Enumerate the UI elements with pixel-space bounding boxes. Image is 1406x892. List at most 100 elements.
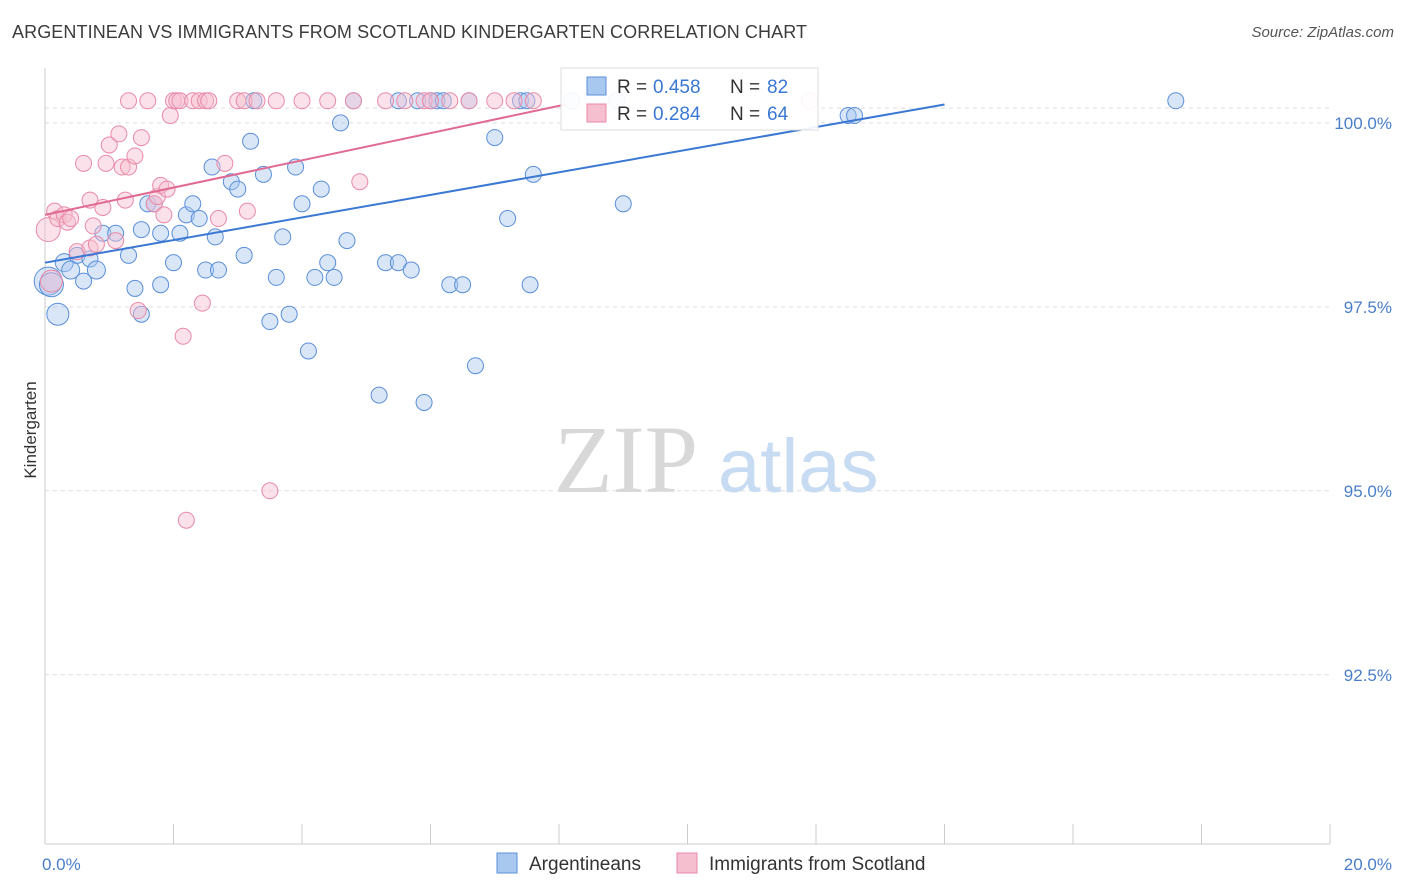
legend-scotland-swatch xyxy=(676,852,698,874)
argentineans-point xyxy=(280,305,298,323)
watermark-atlas: atlas xyxy=(718,424,879,509)
r-value: 0.458 xyxy=(653,77,701,98)
scotland-swatch xyxy=(586,103,607,123)
argentineans-point xyxy=(197,261,215,279)
scotland-point xyxy=(174,327,192,345)
scotland-point xyxy=(415,92,433,110)
scotland-point xyxy=(155,206,173,224)
scotland-point xyxy=(39,269,63,293)
scotland-point xyxy=(110,125,128,143)
scotland-point xyxy=(319,92,337,110)
argentineans-point xyxy=(190,210,208,228)
argentineans-point xyxy=(152,224,170,242)
scotland-point xyxy=(293,92,311,110)
argentineans-point xyxy=(86,260,106,280)
argentineans-point xyxy=(107,224,125,242)
scotland-point xyxy=(129,302,147,320)
scotland-point xyxy=(120,158,138,176)
tick-labels: 100.0% 97.5% 95.0% 92.5% 0.0% 20.0% xyxy=(42,114,1392,874)
scotland-point xyxy=(235,92,253,110)
argentineans-point xyxy=(242,132,260,150)
argentineans-point xyxy=(299,342,317,360)
argentineans-point xyxy=(389,92,407,110)
scotland-point xyxy=(116,191,134,209)
scotland-point xyxy=(62,210,80,228)
n-value: 82 xyxy=(767,77,788,98)
argentineans-point xyxy=(165,254,182,272)
scotland-trend-line xyxy=(44,103,566,216)
scotland-point xyxy=(248,92,266,110)
scotland-point xyxy=(132,129,150,147)
argentineans-point xyxy=(428,92,446,110)
scotland-point xyxy=(35,217,61,243)
watermark-zip: ZIP xyxy=(554,406,698,513)
argentineans-point xyxy=(319,254,337,272)
trend-lines xyxy=(44,103,945,264)
n-label: N = xyxy=(730,104,760,125)
argentineans-point xyxy=(338,232,356,250)
scotland-point xyxy=(396,92,414,110)
argentineans-point xyxy=(839,107,857,125)
y-tick-label: 92.5% xyxy=(1344,666,1392,685)
legend-argentineans-label: Argentineans xyxy=(529,854,641,875)
argentineans-point xyxy=(454,276,472,294)
argentineans-point xyxy=(152,276,170,294)
scotland-point xyxy=(460,92,478,110)
argentineans-point xyxy=(235,246,253,264)
scotland-point xyxy=(177,511,195,529)
scotland-point xyxy=(261,482,279,500)
argentineans-point xyxy=(306,268,324,286)
y-tick-label: 97.5% xyxy=(1344,298,1392,317)
data-points xyxy=(33,92,1185,529)
argentineans-point xyxy=(377,254,395,272)
scotland-point xyxy=(216,154,234,172)
scotland-point xyxy=(113,158,131,176)
n-value: 64 xyxy=(767,104,789,125)
scotland-point xyxy=(229,92,247,110)
argentineans-point xyxy=(409,92,427,110)
r-value: 0.284 xyxy=(653,104,701,125)
scotland-point xyxy=(75,154,93,172)
chart-title: ARGENTINEAN VS IMMIGRANTS FROM SCOTLAND … xyxy=(12,22,808,42)
r-label: R = xyxy=(617,77,647,98)
scotland-point xyxy=(267,92,285,110)
scotland-point xyxy=(107,232,125,250)
scotland-point xyxy=(351,173,369,191)
scotland-point xyxy=(486,92,504,110)
argentineans-point xyxy=(261,313,279,331)
argentineans-point xyxy=(203,158,221,176)
stats-legend: R = 0.458 N = 82 R = 0.284 N = 64 xyxy=(560,67,819,131)
scotland-point xyxy=(505,92,523,110)
argentineans-point xyxy=(209,261,227,279)
y-tick-label: 95.0% xyxy=(1344,482,1392,501)
argentineans-point xyxy=(415,393,433,411)
scotland-point xyxy=(139,92,157,110)
argentineans-point xyxy=(229,180,247,198)
series-legend: Argentineans Immigrants from Scotland xyxy=(496,852,925,875)
argentineans-point xyxy=(441,276,459,294)
argentineans-point xyxy=(370,386,388,404)
scotland-point xyxy=(171,92,189,110)
argentineans-point xyxy=(75,272,93,290)
scotland-point xyxy=(200,92,218,110)
argentineans-point xyxy=(518,92,536,110)
argentineans-point xyxy=(511,92,529,110)
scotland-point xyxy=(524,92,542,110)
argentineans-point xyxy=(46,302,70,326)
legend-scotland-label: Immigrants from Scotland xyxy=(709,854,925,875)
scotland-point xyxy=(97,154,115,172)
argentineans-point xyxy=(614,195,632,213)
source-label: Source: ZipAtlas.com xyxy=(1251,24,1394,41)
argentineans-swatch xyxy=(586,76,607,96)
watermark: ZIP atlas xyxy=(554,406,879,513)
x-tick-label: 20.0% xyxy=(1344,855,1392,874)
argentineans-point xyxy=(274,228,292,246)
scotland-point xyxy=(209,210,227,228)
argentineans-point xyxy=(132,221,150,239)
argentineans-point xyxy=(325,268,343,286)
legend-argentineans-swatch xyxy=(496,852,518,874)
argentineans-point xyxy=(126,279,144,297)
r-label: R = xyxy=(617,104,647,125)
scotland-point xyxy=(126,147,144,165)
